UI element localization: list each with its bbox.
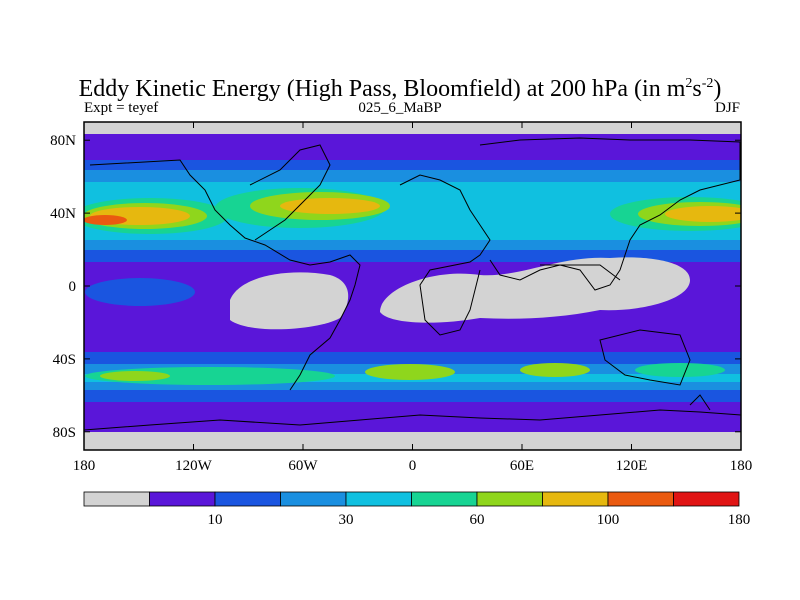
colorbar: 10 30 60 100 180	[83, 491, 751, 528]
band-n-2	[84, 160, 741, 170]
experiment-label: Expt = teyef	[84, 100, 159, 116]
tropic-calm-west	[230, 272, 349, 330]
band-s-1	[84, 352, 741, 364]
band-s-4	[84, 382, 741, 390]
band-n-3	[84, 170, 741, 182]
x-tick-label: 120W	[175, 458, 213, 474]
tropic-calm-east	[380, 257, 690, 323]
colorbar-swatch-8	[607, 491, 674, 507]
band-s-5	[84, 390, 741, 402]
coastlines	[84, 137, 741, 431]
y-tick-label: 80S	[53, 425, 76, 441]
axis-ticks: 180 120W 60W 0 60E 120E 180 80N 40N 0 40S 80S	[50, 122, 752, 474]
colorbar-swatch-0	[83, 491, 150, 507]
x-tick-label: 0	[409, 458, 417, 474]
x-tick-label: 60W	[288, 458, 318, 474]
band-n-4	[84, 240, 741, 250]
y-tick-label: 0	[69, 279, 77, 295]
y-tick-label: 40S	[53, 352, 76, 368]
tropical-blue-patch	[85, 278, 195, 306]
colorbar-swatch-6	[476, 491, 543, 507]
chart-title: Eddy Kinetic Energy (High Pass, Bloomfie…	[78, 76, 722, 102]
x-tick-label: 180	[730, 458, 753, 474]
sh-jet-lime-1	[100, 371, 170, 381]
colorbar-swatch-4	[345, 491, 412, 507]
colorbar-label: 10	[208, 512, 223, 528]
colorbar-swatch-1	[149, 491, 216, 507]
colorbar-label: 60	[470, 512, 485, 528]
colorbar-label: 100	[597, 512, 620, 528]
atlantic-jet-yellow	[280, 198, 380, 214]
band-s-6	[84, 402, 741, 432]
y-tick-label: 80N	[50, 133, 76, 149]
sh-jet-lime-2	[365, 364, 455, 380]
x-tick-label: 180	[73, 458, 96, 474]
x-tick-label: 60E	[510, 458, 534, 474]
colorbar-swatch-5	[411, 491, 478, 507]
sh-jet-green-4	[635, 363, 725, 377]
band-n-1	[84, 134, 741, 160]
season-label: DJF	[714, 100, 740, 116]
sh-jet-lime-3	[520, 363, 590, 377]
colorbar-swatch-9	[673, 491, 740, 507]
npac-jet-yellow	[665, 206, 741, 222]
x-tick-label: 120E	[616, 458, 648, 474]
colorbar-label: 30	[339, 512, 354, 528]
contour-field	[84, 122, 741, 450]
y-tick-label: 40N	[50, 206, 76, 222]
band-n-5	[84, 250, 741, 262]
colorbar-swatch-7	[542, 491, 609, 507]
colorbar-label: 180	[728, 512, 751, 528]
colorbar-swatch-2	[214, 491, 281, 507]
colorbar-swatch-3	[280, 491, 347, 507]
run-label: 025_6_MaBP	[358, 100, 442, 116]
pacific-jet-orange	[84, 215, 127, 225]
band-polar-south	[84, 432, 741, 450]
